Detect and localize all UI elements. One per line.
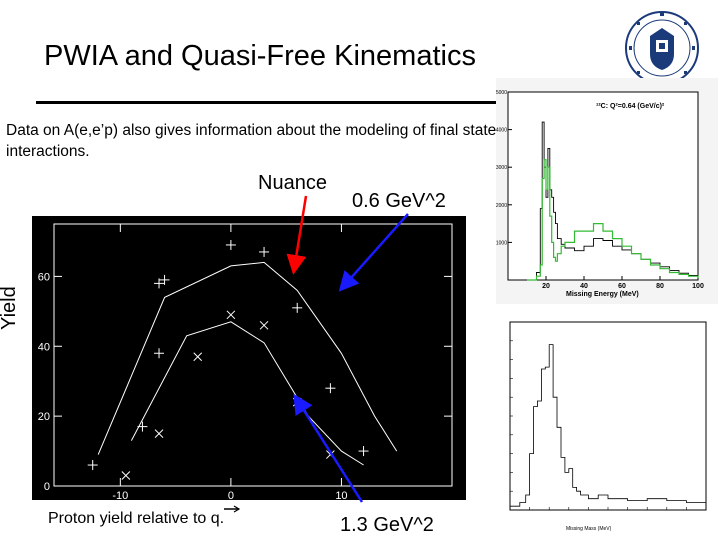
plus-marker bbox=[292, 302, 303, 313]
hist-y-tick-label: 2000 bbox=[496, 203, 507, 209]
hist-y-tick-label: 4000 bbox=[496, 128, 507, 134]
hist-x-tick-label: 40 bbox=[580, 283, 588, 290]
plot-frame bbox=[53, 223, 453, 487]
hist-y-tick-label: 1000 bbox=[496, 240, 507, 246]
histogram-frame bbox=[507, 91, 699, 281]
x-marker bbox=[193, 352, 203, 362]
histogram-series-1 bbox=[527, 159, 699, 281]
university-seal bbox=[625, 11, 699, 85]
hist-y-tick-label: 5000 bbox=[496, 90, 507, 96]
hist-x-tick-label: 100 bbox=[692, 283, 704, 290]
y-tick-label: 40 bbox=[38, 341, 50, 353]
hist-x-tick-label: 80 bbox=[656, 283, 664, 290]
body-text: Data on A(e,e’p) also gives information … bbox=[6, 122, 497, 160]
plot-background bbox=[32, 216, 466, 500]
plus-marker bbox=[325, 383, 336, 394]
gev-06-annotation: 0.6 GeV^2 bbox=[352, 190, 446, 212]
hist-x-tick-label: 20 bbox=[542, 283, 550, 290]
yield-axis-label: Yield bbox=[0, 286, 20, 330]
x-marker bbox=[259, 320, 269, 330]
x-marker bbox=[121, 471, 131, 480]
plus-marker bbox=[154, 278, 165, 289]
x-tick-label: 10 bbox=[335, 490, 347, 500]
yield-plot: 0 20 40 60 -10 0 10 bbox=[32, 216, 466, 500]
fit-curve-0 bbox=[97, 261, 398, 455]
plus-marker bbox=[87, 460, 98, 471]
q-vector-arrowhead bbox=[233, 505, 241, 513]
x-marker bbox=[154, 429, 164, 438]
y-tick-label: 0 bbox=[44, 481, 50, 493]
missing-energy-histogram: ¹²C: Q²=0.64 (GeV/c)² Missing Energy (Me… bbox=[496, 78, 718, 304]
hist-y-tick-label: 3000 bbox=[496, 165, 507, 171]
slide-title: PWIA and Quasi-Free Kinematics bbox=[44, 40, 476, 72]
histogram-title: ¹²C: Q²=0.64 (GeV/c)² bbox=[596, 103, 665, 110]
histogram-2-background bbox=[486, 318, 710, 536]
histogram-2-x-label: Missing Mass (MeV) bbox=[566, 526, 612, 532]
histogram-2-series-0 bbox=[510, 344, 707, 507]
plus-marker bbox=[137, 421, 148, 432]
plus-marker bbox=[159, 274, 170, 285]
gev-13-annotation: 1.3 GeV^2 bbox=[340, 514, 434, 536]
plus-marker bbox=[259, 246, 270, 257]
y-tick-label: 60 bbox=[38, 271, 50, 283]
hist-x-tick-label: 60 bbox=[618, 283, 626, 290]
y-tick-label: 20 bbox=[38, 411, 50, 423]
proton-yield-label: Proton yield relative to q. bbox=[48, 510, 225, 527]
title-divider bbox=[36, 101, 496, 104]
x-tick-label: 0 bbox=[228, 490, 234, 500]
plus-marker bbox=[225, 239, 236, 250]
x-marker bbox=[226, 310, 236, 320]
x-tick-label: -10 bbox=[112, 490, 128, 500]
nuance-annotation: Nuance bbox=[258, 172, 327, 194]
plus-marker bbox=[154, 348, 165, 359]
missing-mass-histogram: Missing Mass (MeV) bbox=[486, 318, 710, 536]
histogram-x-label: Missing Energy (MeV) bbox=[566, 291, 639, 298]
